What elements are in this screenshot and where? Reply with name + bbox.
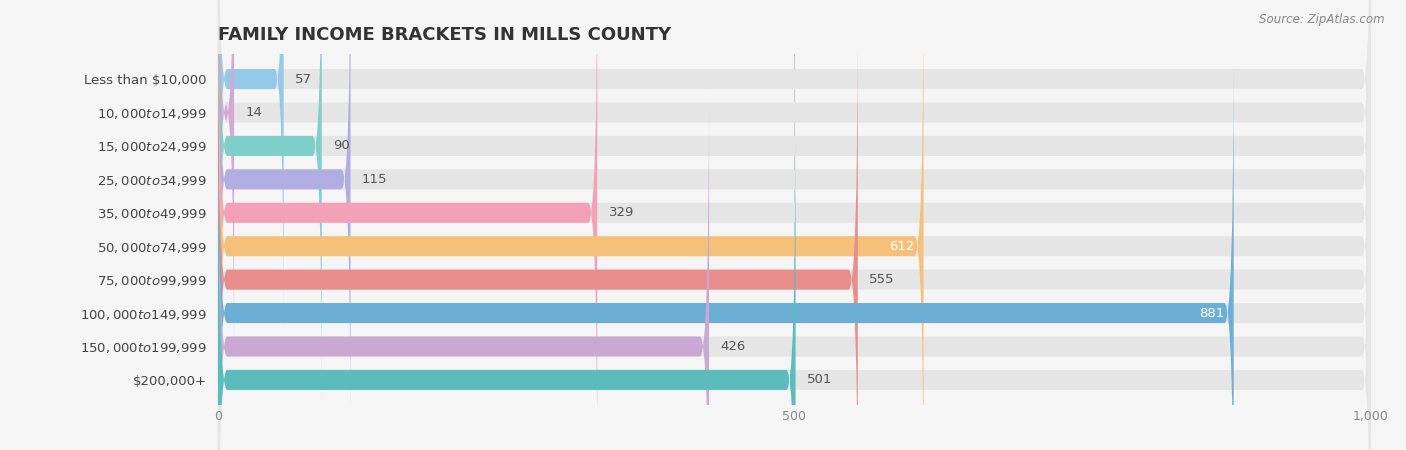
FancyBboxPatch shape [218, 0, 284, 337]
Text: 881: 881 [1199, 306, 1225, 320]
Text: 426: 426 [721, 340, 745, 353]
FancyBboxPatch shape [218, 0, 1371, 450]
FancyBboxPatch shape [218, 122, 796, 450]
FancyBboxPatch shape [218, 0, 1371, 403]
FancyBboxPatch shape [218, 22, 1371, 450]
FancyBboxPatch shape [218, 0, 350, 437]
FancyBboxPatch shape [218, 0, 322, 403]
FancyBboxPatch shape [218, 89, 709, 450]
Text: 90: 90 [333, 140, 350, 153]
FancyBboxPatch shape [218, 0, 924, 450]
Text: FAMILY INCOME BRACKETS IN MILLS COUNTY: FAMILY INCOME BRACKETS IN MILLS COUNTY [218, 26, 671, 44]
FancyBboxPatch shape [218, 0, 1371, 337]
Text: 612: 612 [889, 240, 914, 253]
FancyBboxPatch shape [218, 0, 1371, 450]
FancyBboxPatch shape [218, 0, 1371, 370]
FancyBboxPatch shape [218, 22, 858, 450]
FancyBboxPatch shape [218, 0, 233, 370]
FancyBboxPatch shape [218, 122, 1371, 450]
Text: 14: 14 [246, 106, 263, 119]
FancyBboxPatch shape [218, 89, 1371, 450]
FancyBboxPatch shape [218, 56, 1371, 450]
Text: 555: 555 [869, 273, 894, 286]
FancyBboxPatch shape [218, 0, 598, 450]
Text: 115: 115 [363, 173, 388, 186]
Text: Source: ZipAtlas.com: Source: ZipAtlas.com [1260, 14, 1385, 27]
Text: 329: 329 [609, 206, 634, 219]
FancyBboxPatch shape [218, 0, 1371, 437]
Text: 501: 501 [807, 374, 832, 387]
Text: 57: 57 [295, 72, 312, 86]
FancyBboxPatch shape [218, 56, 1233, 450]
